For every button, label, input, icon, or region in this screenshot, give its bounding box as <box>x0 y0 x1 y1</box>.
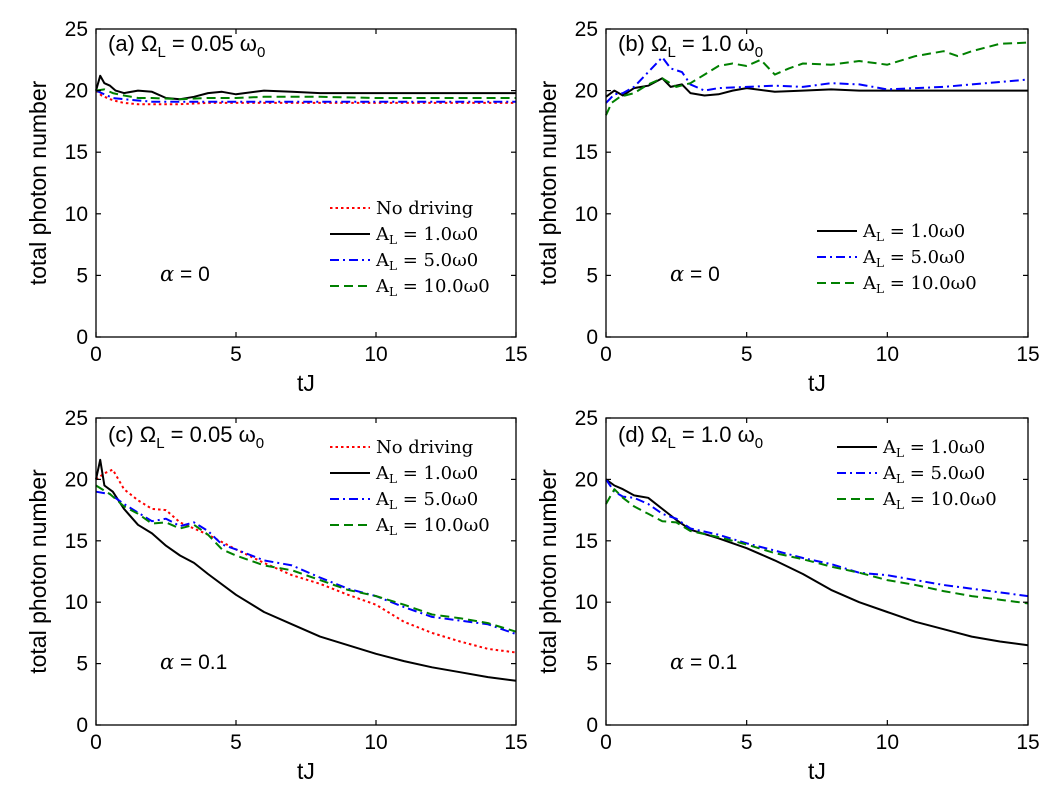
series-line-2 <box>605 56 1029 104</box>
x-tick-label: 10 <box>364 731 387 754</box>
legend-label: AL = 5.0ω0 <box>882 463 985 486</box>
legend-label: AL = 10.0ω0 <box>882 489 997 512</box>
y-tick-label: 25 <box>575 18 598 41</box>
x-tick-label: 0 <box>600 343 612 366</box>
legend-label: AL = 10.0ω0 <box>375 276 490 299</box>
y-tick-label: 20 <box>65 80 88 103</box>
series-line-3 <box>95 490 517 636</box>
legend: AL = 1.0ω0 AL = 5.0ω0 AL = 10.0ω0 <box>817 221 977 296</box>
y-tick-label: 15 <box>575 530 598 553</box>
x-axis-label: tJ <box>808 370 826 396</box>
y-tick-label: 15 <box>575 141 598 164</box>
panel-title: (a) ΩL = 0.05 ω0 <box>108 31 265 61</box>
series-line-3 <box>95 89 516 103</box>
x-tick-label: 10 <box>364 343 387 366</box>
legend-label: AL = 1.0ω0 <box>375 224 478 247</box>
series-line-1 <box>605 77 1028 98</box>
alpha-annotation: α = 0 <box>670 262 720 286</box>
panel-a: 0 5 10 15 0 5 10 15 20 25 tJ total photon number (a)… <box>25 18 528 396</box>
series-line-4 <box>95 484 517 633</box>
axes-frame <box>605 417 1029 726</box>
panel-c: 0 5 10 15 0 5 10 15 20 25 tJ total photon number (c)… <box>25 407 528 784</box>
x-tick-label: 0 <box>90 731 102 754</box>
axes-frame <box>95 28 517 338</box>
series-line-2 <box>95 74 516 101</box>
y-tick-label: 5 <box>586 264 598 287</box>
legend-label: AL = 5.0ω0 <box>375 489 478 512</box>
series-line-1 <box>605 478 1029 647</box>
y-axis-label: total photon number <box>535 80 561 285</box>
panel-title: (b) ΩL = 1.0 ω0 <box>618 31 763 61</box>
x-tick-label: 10 <box>876 343 899 366</box>
x-tick-label: 15 <box>1016 731 1039 754</box>
legend-label: No driving <box>376 198 473 219</box>
axes-frame <box>95 417 517 726</box>
series-line-1 <box>95 89 516 106</box>
x-tick-label: 15 <box>504 731 527 754</box>
x-tick-label: 0 <box>600 731 612 754</box>
legend-label: No driving <box>376 437 473 458</box>
y-tick-label: 25 <box>65 407 88 430</box>
legend: No driving AL = 1.0ω0 AL = 5.0ω0 AL = 10.0ω… <box>330 437 490 538</box>
y-tick-label: 5 <box>586 653 598 676</box>
legend-label: AL = 5.0ω0 <box>862 247 965 270</box>
y-tick-label: 25 <box>65 18 88 41</box>
x-tick-label: 10 <box>876 731 899 754</box>
panel-title: (c) ΩL = 0.05 ω0 <box>108 422 264 452</box>
y-tick-label: 25 <box>575 407 598 430</box>
x-tick-label: 0 <box>90 343 102 366</box>
y-tick-label: 5 <box>76 653 88 676</box>
legend-label: AL = 1.0ω0 <box>375 463 478 486</box>
legend-label: AL = 10.0ω0 <box>375 515 490 538</box>
y-tick-label: 0 <box>586 326 598 349</box>
legend: No driving AL = 1.0ω0 AL = 5.0ω0 AL = 10.0ω… <box>330 198 490 299</box>
legend-label: AL = 1.0ω0 <box>862 221 965 244</box>
x-axis-label: tJ <box>297 370 315 396</box>
y-axis-label: total photon number <box>535 469 561 674</box>
y-tick-label: 0 <box>76 326 88 349</box>
x-tick-label: 5 <box>741 343 753 366</box>
y-tick-label: 20 <box>575 80 598 103</box>
y-tick-label: 15 <box>65 141 88 164</box>
alpha-annotation: α = 0.1 <box>670 650 737 674</box>
y-tick-label: 10 <box>65 203 88 226</box>
x-tick-label: 5 <box>230 731 242 754</box>
x-tick-label: 5 <box>741 731 753 754</box>
x-tick-label: 15 <box>504 343 527 366</box>
y-axis-label: total photon number <box>25 469 51 674</box>
series-line-3 <box>605 488 1029 605</box>
y-tick-label: 10 <box>575 203 598 226</box>
y-tick-label: 0 <box>586 714 598 737</box>
series-line-4 <box>95 88 516 101</box>
legend: AL = 1.0ω0 AL = 5.0ω0 AL = 10.0ω0 <box>837 437 997 512</box>
y-tick-label: 20 <box>65 468 88 491</box>
axes-frame <box>605 28 1029 338</box>
y-tick-label: 15 <box>65 530 88 553</box>
legend-label: AL = 10.0ω0 <box>862 273 977 296</box>
series-line-3 <box>605 41 1029 116</box>
legend-label: AL = 5.0ω0 <box>375 250 478 273</box>
y-tick-label: 5 <box>76 264 88 287</box>
y-tick-label: 20 <box>575 468 598 491</box>
y-tick-label: 10 <box>575 591 598 614</box>
panel-b: 0 5 10 15 0 5 10 15 20 25 tJ total photon number (b)… <box>535 18 1040 396</box>
alpha-annotation: α = 0.1 <box>160 650 227 674</box>
panel-title: (d) ΩL = 1.0 ω0 <box>618 422 763 452</box>
legend-label: AL = 1.0ω0 <box>882 437 985 460</box>
x-tick-label: 5 <box>230 343 242 366</box>
x-tick-label: 15 <box>1016 343 1039 366</box>
y-axis-label: total photon number <box>25 80 51 285</box>
y-tick-label: 0 <box>76 714 88 737</box>
x-axis-label: tJ <box>297 758 315 784</box>
panel-d: 0 5 10 15 0 5 10 15 20 25 tJ total photon number (d)… <box>535 407 1040 784</box>
alpha-annotation: α = 0 <box>160 262 210 286</box>
y-tick-label: 10 <box>65 591 88 614</box>
series-line-2 <box>605 478 1029 598</box>
x-axis-label: tJ <box>808 758 826 784</box>
